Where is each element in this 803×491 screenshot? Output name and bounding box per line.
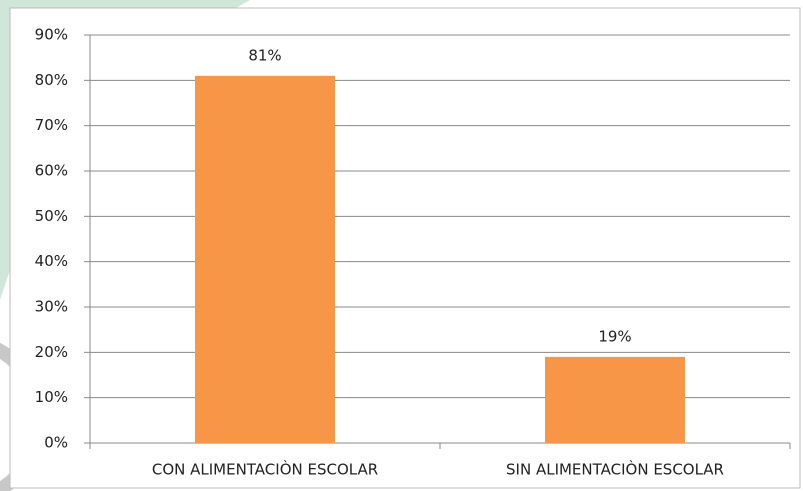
y-tick-label: 90% — [35, 26, 68, 44]
x-tick-label: SIN ALIMENTACIÒN ESCOLAR — [506, 460, 724, 479]
y-tick-label: 0% — [44, 434, 68, 452]
y-tick-label: 80% — [35, 71, 68, 89]
y-tick-label: 10% — [35, 388, 68, 406]
y-tick-label: 30% — [35, 298, 68, 316]
y-tick-label: 20% — [35, 343, 68, 361]
data-label: 81% — [248, 46, 281, 64]
bar — [545, 356, 685, 443]
x-tick-label: CON ALIMENTACIÒN ESCOLAR — [152, 460, 378, 479]
y-tick-label: 50% — [35, 207, 68, 225]
data-label: 19% — [598, 327, 631, 345]
y-tick-label: 60% — [35, 162, 68, 180]
y-tick-label: 70% — [35, 116, 68, 134]
y-tick-label: 40% — [35, 252, 68, 270]
bar — [195, 75, 335, 444]
